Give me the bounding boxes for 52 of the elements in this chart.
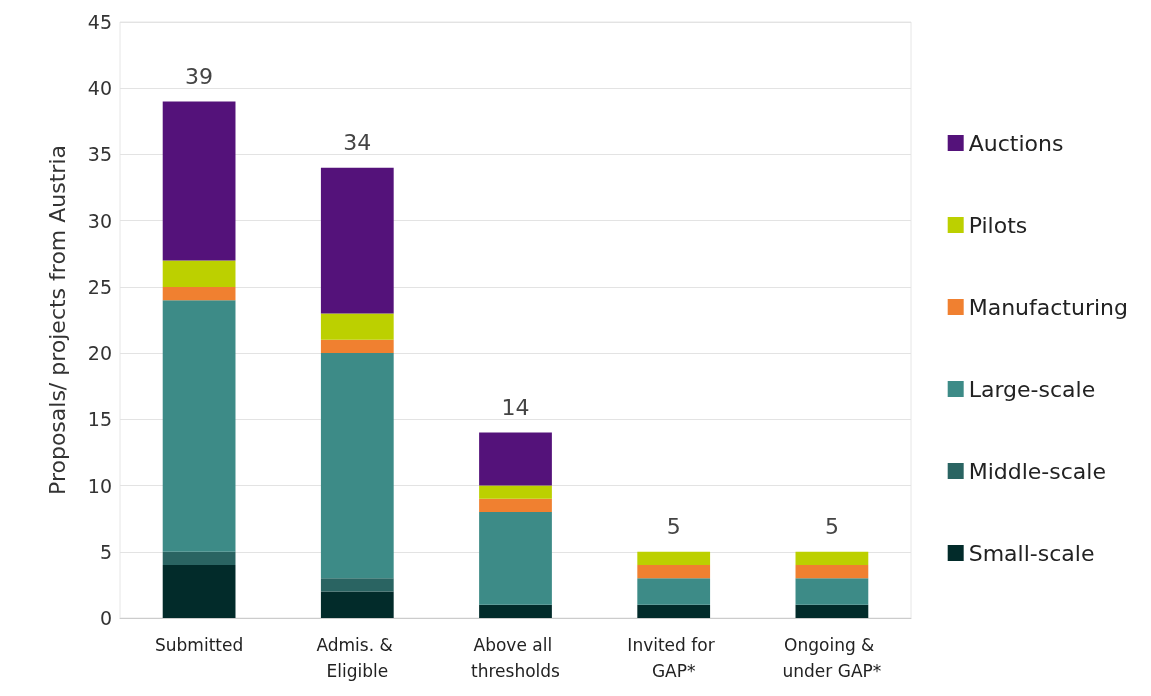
y-tick-label: 35	[87, 143, 112, 166]
total-label: 14	[501, 395, 530, 421]
bar	[795, 551, 869, 566]
bar	[162, 300, 236, 552]
x-tick-label: Above all thresholds	[471, 635, 561, 681]
bar	[162, 260, 236, 287]
legend-label: Auctions	[968, 130, 1064, 156]
legend-label: Manufacturing	[968, 294, 1129, 320]
total-label: 5	[666, 514, 681, 540]
bar	[479, 604, 552, 618]
bar	[795, 578, 869, 605]
bar	[320, 167, 394, 314]
bar	[637, 604, 711, 618]
legend-label: Small-scale	[968, 540, 1095, 566]
y-tick-label: 5	[99, 540, 112, 563]
legend-label: Large-scale	[968, 376, 1096, 402]
bar	[162, 565, 236, 618]
y-axis-title: Proposals/ projects from Austria	[44, 145, 70, 495]
bar	[637, 578, 711, 605]
bar	[320, 578, 394, 592]
bar	[795, 565, 869, 579]
bar	[479, 498, 552, 513]
y-tick-label: 40	[87, 77, 112, 100]
bar	[479, 485, 552, 499]
legend-label: Pilots	[968, 212, 1028, 238]
bar	[162, 551, 236, 566]
x-tick-label: Admis. & Eligible	[316, 635, 399, 681]
y-tick-label: 30	[87, 209, 112, 232]
x-tick-label: Ongoing & under GAP*	[782, 635, 882, 681]
bar	[795, 604, 869, 618]
bar	[320, 353, 394, 579]
bar	[637, 565, 711, 579]
y-tick-label: 10	[87, 474, 112, 497]
x-tick-label: Invited for GAP*	[627, 635, 721, 681]
bar	[479, 512, 552, 605]
bar	[320, 339, 394, 354]
bar	[162, 101, 236, 261]
y-tick-label: 15	[87, 408, 112, 431]
bar	[320, 591, 394, 618]
total-label: 39	[185, 63, 214, 89]
total-label: 5	[824, 514, 839, 540]
y-tick-label: 25	[87, 275, 112, 298]
bar	[320, 313, 394, 340]
legend-label: Middle-scale	[968, 458, 1106, 484]
x-tick-label: Submitted	[154, 635, 244, 655]
y-tick-label: 20	[87, 342, 112, 365]
total-label: 34	[343, 130, 372, 156]
y-tick-label: 45	[87, 11, 112, 33]
bar	[637, 551, 711, 566]
bar	[162, 286, 236, 301]
bar	[479, 432, 552, 486]
y-tick-label: 0	[99, 607, 112, 629]
